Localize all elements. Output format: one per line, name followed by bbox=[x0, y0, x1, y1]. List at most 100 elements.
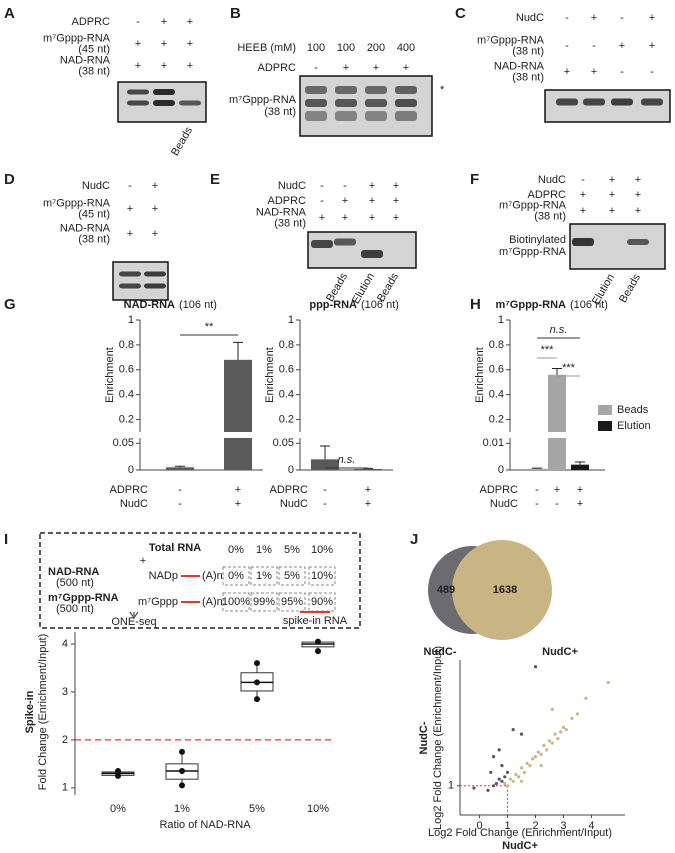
condition-sign: + bbox=[343, 62, 349, 74]
row-label: (38 nt) bbox=[274, 217, 306, 229]
error-bar bbox=[532, 467, 542, 469]
gel-band bbox=[365, 111, 387, 121]
inset-cell bbox=[222, 592, 250, 612]
inset-tail: (A)n bbox=[202, 596, 223, 608]
y-tick-label: 0.2 bbox=[119, 413, 134, 425]
condition-sign: + bbox=[235, 484, 241, 496]
y-tick-label: 0 bbox=[498, 464, 504, 476]
condition-label: ADPRC bbox=[109, 484, 148, 496]
chart-subtitle: (106 nt) bbox=[361, 299, 399, 311]
data-point bbox=[533, 754, 538, 759]
condition-sign: + bbox=[342, 212, 348, 224]
condition-sign: - bbox=[565, 12, 569, 24]
condition-sign: + bbox=[609, 189, 615, 201]
data-point bbox=[539, 752, 543, 756]
inset-row-size: (500 nt) bbox=[56, 603, 94, 615]
inset-cell-value: 95% bbox=[281, 596, 303, 608]
inset-cell bbox=[278, 592, 306, 612]
gel-band bbox=[311, 240, 333, 248]
condition-sign: - bbox=[343, 180, 347, 192]
condition-sign: + bbox=[635, 174, 641, 186]
data-point bbox=[556, 737, 560, 741]
venn-set bbox=[452, 540, 552, 640]
error-bar bbox=[575, 461, 585, 465]
panel-letter: J bbox=[410, 531, 418, 548]
chart-subtitle: (106 nt) bbox=[570, 299, 608, 311]
condition-sign: + bbox=[649, 40, 655, 52]
data-point bbox=[522, 770, 526, 774]
venn-count: 489 bbox=[437, 584, 455, 596]
x-tick-label: 3 bbox=[560, 820, 566, 832]
x-tick-label: 5% bbox=[249, 803, 265, 815]
data-point bbox=[542, 743, 546, 747]
condition-label: NudC bbox=[490, 498, 518, 510]
data-point bbox=[584, 696, 588, 700]
data-point bbox=[500, 763, 504, 768]
row-label: (38 nt) bbox=[78, 65, 110, 77]
row-label: (38 nt) bbox=[78, 233, 110, 245]
data-point bbox=[254, 660, 260, 667]
x-tick-label: 0% bbox=[110, 803, 126, 815]
gel-band bbox=[641, 98, 663, 106]
inset-plus: + bbox=[140, 555, 146, 567]
data-point bbox=[179, 782, 185, 789]
panel-letter: G bbox=[4, 296, 16, 313]
significance-label: *** bbox=[541, 344, 555, 356]
y-tick-label: 0.8 bbox=[489, 339, 504, 351]
gel-band bbox=[334, 238, 356, 246]
data-point bbox=[315, 648, 321, 655]
gel-band bbox=[119, 271, 141, 277]
condition-sign: + bbox=[161, 16, 167, 28]
condition-sign: + bbox=[161, 38, 167, 50]
data-point bbox=[536, 750, 540, 754]
condition-sign: - bbox=[314, 62, 318, 74]
row-label: ADPRC bbox=[267, 195, 306, 207]
inset-title: Total RNA bbox=[149, 542, 201, 554]
condition-sign: - bbox=[136, 16, 140, 28]
inset-cell-value: 90% bbox=[311, 596, 333, 608]
condition-sign: + bbox=[187, 60, 193, 72]
y-tick-label: 0 bbox=[288, 464, 294, 476]
legend-swatch bbox=[598, 421, 612, 431]
y-axis-label: Spike-in bbox=[24, 690, 36, 733]
row-label: (38 nt) bbox=[512, 71, 544, 83]
gel-band bbox=[365, 99, 387, 107]
significance-label: n.s. bbox=[338, 454, 356, 466]
gel-band bbox=[556, 98, 578, 106]
data-point bbox=[533, 665, 538, 669]
y-tick-label: 4 bbox=[62, 638, 68, 650]
condition-sign: + bbox=[161, 60, 167, 72]
condition-sign: - bbox=[323, 484, 327, 496]
condition-sign: 100 bbox=[307, 42, 325, 54]
condition-sign: - bbox=[620, 66, 624, 78]
panel-letter: F bbox=[470, 171, 479, 188]
x-tick-label: 10% bbox=[307, 803, 329, 815]
condition-sign: + bbox=[235, 498, 241, 510]
condition-sign: + bbox=[365, 484, 371, 496]
gel bbox=[569, 223, 666, 270]
y-tick-label: 1 bbox=[288, 314, 294, 326]
condition-sign: - bbox=[620, 12, 624, 24]
x-axis-label: NudC+ bbox=[502, 840, 538, 852]
data-point bbox=[564, 728, 568, 732]
condition-sign: + bbox=[619, 40, 625, 52]
data-point bbox=[315, 638, 321, 645]
condition-sign: - bbox=[581, 174, 585, 186]
y-tick-label: 0.2 bbox=[279, 413, 294, 425]
data-point bbox=[545, 748, 549, 752]
condition-sign: + bbox=[365, 498, 371, 510]
gel-band bbox=[179, 100, 201, 106]
y-tick-label: 0.05 bbox=[273, 437, 294, 449]
data-point bbox=[570, 716, 574, 721]
y-axis-label: Enrichment bbox=[474, 347, 486, 403]
y-tick-label: 1 bbox=[498, 314, 504, 326]
condition-sign: + bbox=[554, 484, 560, 496]
data-point bbox=[503, 775, 507, 779]
bar bbox=[354, 468, 382, 470]
panel-letter: I bbox=[4, 531, 8, 548]
inset-cell bbox=[250, 566, 278, 586]
gel-band bbox=[119, 283, 141, 289]
condition-sign: - bbox=[565, 40, 569, 52]
data-point bbox=[511, 779, 515, 783]
condition-sign: + bbox=[373, 62, 379, 74]
